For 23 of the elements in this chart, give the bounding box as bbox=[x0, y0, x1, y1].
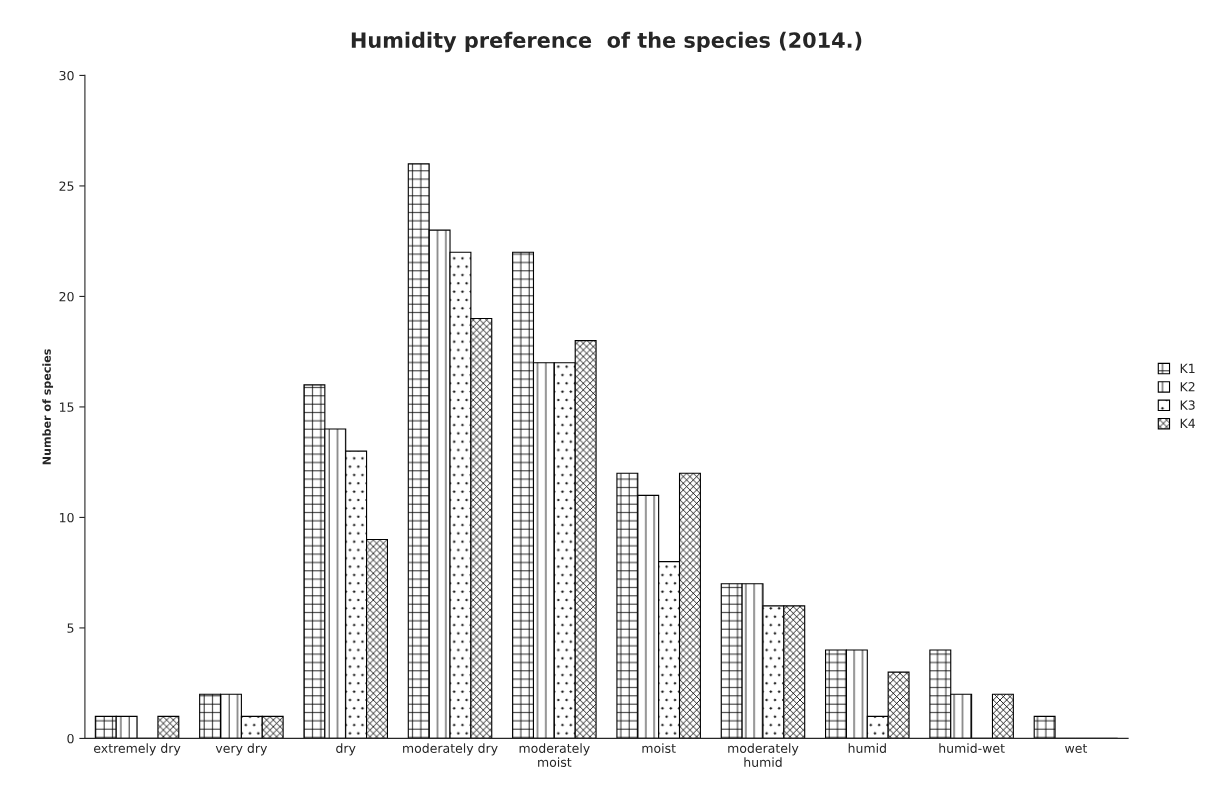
legend-label: K2 bbox=[1180, 382, 1195, 392]
x-tick-label: humid-wet bbox=[939, 743, 1005, 753]
legend-label: K3 bbox=[1180, 400, 1195, 410]
x-tick-label: extremely dry bbox=[94, 743, 181, 756]
chart-title: Humidity preference of the species (2014.) bbox=[351, 31, 862, 53]
x-tick-label: wet bbox=[1065, 744, 1088, 753]
y-tick-label: 0 bbox=[67, 733, 74, 744]
x-tick-label: moderately moist bbox=[519, 743, 590, 767]
y-tick-label: 30 bbox=[59, 70, 74, 81]
x-tick-label: dry bbox=[336, 743, 356, 756]
y-tick-label: 10 bbox=[59, 512, 74, 523]
y-axis-title: Number of species bbox=[42, 349, 54, 465]
y-tick-label: 15 bbox=[59, 402, 74, 412]
legend-label: K4 bbox=[1180, 418, 1195, 428]
legend-label: K1 bbox=[1180, 363, 1195, 373]
x-tick-label: very dry bbox=[215, 743, 268, 756]
x-tick-label: moderately dry bbox=[403, 743, 498, 756]
y-tick-label: 5 bbox=[67, 623, 74, 633]
x-tick-label: humid bbox=[848, 743, 886, 753]
y-tick-label: 25 bbox=[59, 181, 74, 191]
x-tick-label: moist bbox=[642, 743, 676, 753]
y-tick-label: 20 bbox=[59, 291, 74, 302]
x-tick-label: moderately humid bbox=[728, 743, 799, 767]
